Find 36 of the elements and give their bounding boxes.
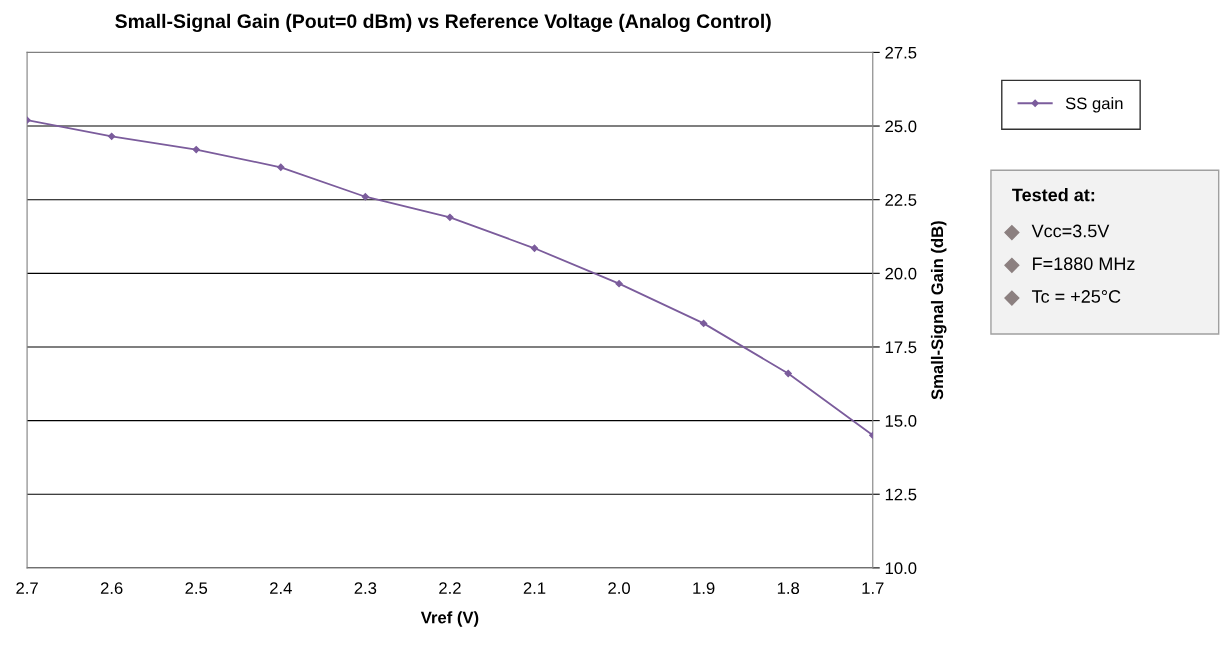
- point: [699, 319, 708, 328]
- point: [615, 279, 623, 288]
- y-tick-label: 17.5: [885, 341, 917, 354]
- point: [277, 163, 285, 171]
- point: [192, 145, 200, 154]
- x-tick-label: 2.3: [354, 582, 377, 595]
- legend-label: SS gain: [1065, 97, 1123, 113]
- point: [530, 244, 539, 252]
- x-tick-label: 1.9: [693, 582, 715, 595]
- chart-title: Small-Signal Gain (Pout=0 dBm) vs Reference Voltage (Analog Control): [115, 13, 771, 33]
- y-tick-label: 20.0: [885, 267, 917, 280]
- point: [361, 193, 370, 201]
- y-tick-label: 27.5: [885, 46, 917, 59]
- x-tick-label: 2.1: [523, 582, 546, 594]
- x-tick-label: 2.7: [16, 582, 38, 594]
- point: [108, 132, 116, 140]
- x-tick-label: 2.6: [100, 582, 123, 595]
- x-axis-title: Vref (V): [420, 611, 479, 627]
- text: F=1880 MHz: [1033, 257, 1135, 271]
- x-tick-label: 2.4: [270, 582, 292, 594]
- x-tick-label: 2.2: [439, 582, 461, 594]
- point: [446, 213, 454, 221]
- x-tick-label: 2.5: [185, 582, 208, 595]
- x-tick-label: 1.8: [777, 582, 800, 595]
- x-tick-label: 1.7: [862, 582, 884, 594]
- text: Vcc=3.5V: [1031, 224, 1110, 238]
- point: [784, 369, 792, 378]
- y-tick-label: 12.5: [885, 488, 917, 501]
- text: Tc = +25°C: [1031, 290, 1121, 303]
- y-axis-title: Small-Signal Gain (dB): [930, 221, 947, 400]
- text: Tested at:: [1012, 188, 1095, 202]
- y-tick-label: 22.5: [885, 194, 917, 206]
- y-tick-label: 10.0: [885, 562, 917, 575]
- y-tick-label: 15.0: [885, 415, 917, 427]
- y-tick-label: 25.0: [885, 120, 917, 133]
- x-tick-label: 2.0: [608, 582, 630, 595]
